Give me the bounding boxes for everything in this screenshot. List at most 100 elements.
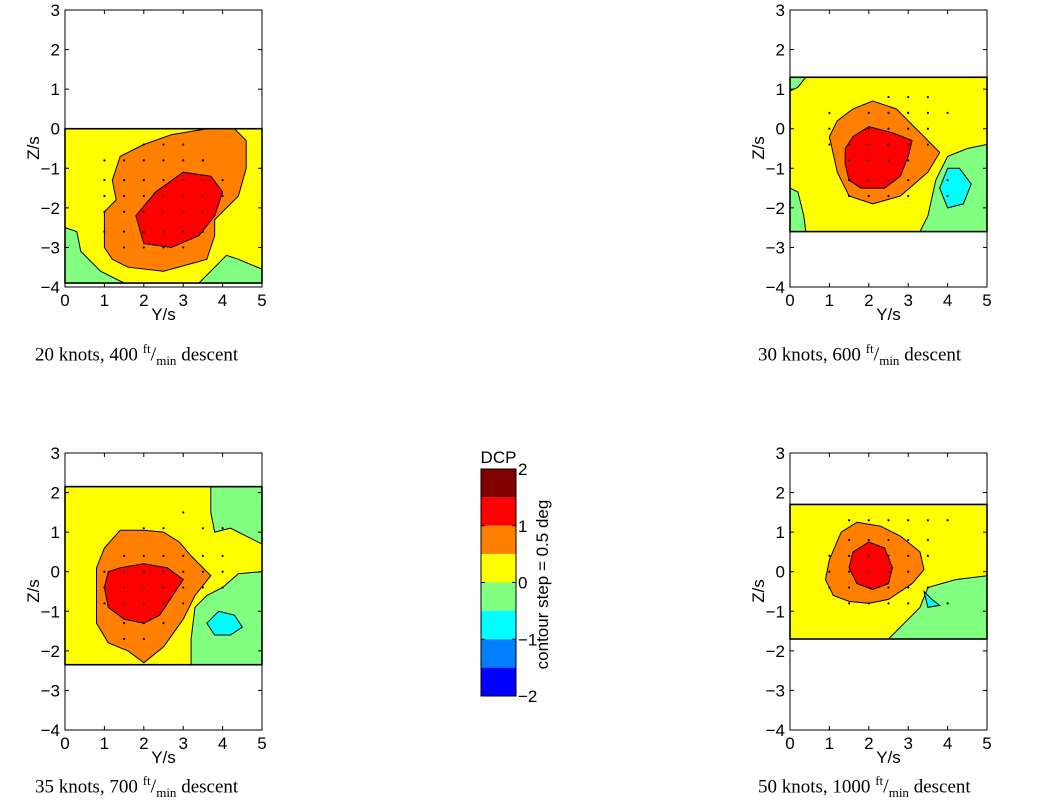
y-tick-label: 3: [51, 1, 60, 20]
x-tick-label: 1: [100, 291, 109, 310]
measurement-point: [123, 570, 126, 573]
measurement-point: [867, 127, 870, 130]
measurement-point: [142, 194, 145, 198]
x-tick-label: 4: [218, 734, 227, 753]
x-axis-label: Y/s: [151, 748, 176, 767]
x-tick-label: 3: [178, 734, 187, 753]
measurement-point: [946, 179, 949, 182]
caption-speed: 30 knots, 600: [758, 344, 866, 366]
x-tick-label: 4: [943, 291, 952, 310]
caption-unit-numerator: ft: [865, 341, 874, 356]
measurement-point: [907, 519, 910, 522]
y-tick-label: −2: [766, 199, 785, 218]
measurement-point: [162, 586, 165, 589]
measurement-point: [828, 143, 831, 146]
y-tick-label: −3: [41, 681, 60, 700]
y-tick-label: −1: [766, 602, 785, 621]
contour-region-4: [103, 563, 184, 624]
colorbar-level-5: [481, 582, 516, 611]
contour-region-1: [887, 575, 987, 639]
x-tick-label: 2: [139, 734, 148, 753]
measurement-point: [182, 586, 185, 589]
measurement-point: [123, 179, 126, 182]
caption-unit-numerator: ft: [142, 341, 151, 356]
y-tick-label: −2: [766, 642, 785, 661]
measurement-point: [848, 554, 851, 557]
y-tick-label: 2: [51, 484, 60, 503]
measurement-point: [887, 554, 890, 557]
measurement-point: [103, 159, 106, 162]
measurement-point: [926, 95, 930, 99]
measurement-point: [103, 179, 106, 182]
measurement-point: [887, 111, 890, 114]
x-tick-label: 1: [825, 291, 834, 310]
x-tick-label: 1: [100, 734, 109, 753]
axes-frame: [64, 452, 263, 731]
x-tick-label: 3: [903, 734, 912, 753]
y-tick-label: 0: [51, 563, 60, 582]
measurement-point: [103, 602, 106, 605]
measurement-point: [221, 527, 224, 530]
x-axis-label: Y/s: [876, 748, 901, 767]
measurement-point: [828, 554, 831, 557]
measurement-point: [162, 554, 165, 557]
axes-frame: [64, 9, 263, 288]
measurement-point: [907, 554, 910, 557]
measurement-point: [867, 111, 870, 114]
colorbar-level-7: [481, 639, 516, 668]
y-axis-label: Z/s: [24, 136, 43, 160]
measurement-point: [142, 179, 145, 182]
measurement-point: [201, 179, 204, 182]
measurement-point: [926, 538, 930, 542]
measurement-point: [162, 246, 165, 249]
measurement-point: [848, 194, 851, 198]
colorbar-tick-label: 2: [518, 460, 527, 479]
measurement-point: [103, 570, 106, 573]
axes-frame: [789, 9, 988, 288]
x-tick-label: 2: [864, 734, 873, 753]
measurement-point: [867, 143, 870, 146]
measurement-point: [142, 554, 145, 557]
measurement-point: [848, 143, 851, 146]
measurement-point: [201, 230, 204, 233]
measurement-point: [907, 143, 910, 146]
measurement-point: [162, 570, 165, 573]
caption-tail: descent: [176, 776, 239, 798]
measurement-point: [828, 127, 831, 130]
x-tick-label: 0: [60, 291, 69, 310]
y-tick-label: 0: [776, 563, 785, 582]
measurement-point: [926, 127, 930, 130]
x-tick-label: 2: [139, 291, 148, 310]
measurement-point: [828, 111, 831, 114]
colorbar: 2 1 0 −1 −2 DCP contour step = 0.5 deg: [480, 448, 552, 706]
measurement-point: [103, 194, 106, 198]
measurement-point: [221, 570, 224, 573]
measurement-point: [867, 602, 870, 605]
colorbar-level-2: [481, 497, 516, 526]
measurement-point: [907, 127, 910, 130]
measurement-point: [142, 570, 145, 573]
measurement-point: [162, 602, 165, 605]
measurement-point: [848, 538, 851, 542]
y-axis-label: Z/s: [24, 579, 43, 603]
measurement-point: [867, 538, 870, 542]
y-tick-label: −1: [41, 159, 60, 178]
caption-unit-numerator: ft: [875, 773, 884, 788]
y-axis-label: Z/s: [749, 136, 768, 160]
measurement-point: [142, 159, 145, 162]
y-tick-label: 1: [776, 523, 785, 542]
x-tick-label: 0: [60, 734, 69, 753]
measurement-point: [848, 602, 851, 605]
measurement-point: [946, 194, 949, 198]
contour-region-3: [65, 227, 125, 284]
y-tick-label: 1: [51, 523, 60, 542]
measurement-point: [907, 179, 910, 182]
measurement-point: [142, 622, 145, 625]
caption-unit-denominator: min: [879, 353, 900, 369]
measurement-point: [926, 143, 930, 146]
caption-unit-numerator: ft: [142, 773, 151, 788]
measurement-point: [123, 230, 126, 233]
x-axis-label: Y/s: [151, 305, 176, 324]
measurement-point: [201, 570, 204, 573]
measurement-point: [182, 570, 185, 573]
